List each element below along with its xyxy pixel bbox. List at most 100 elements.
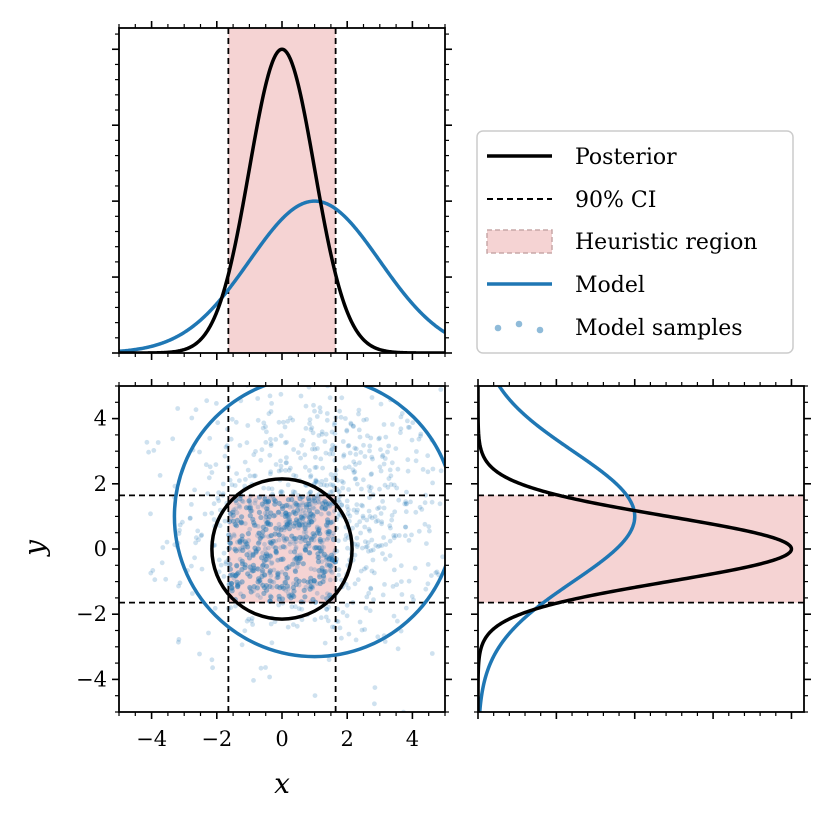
model-sample-point: [325, 529, 332, 535]
model-sample-point: [306, 514, 311, 520]
model-sample-point: [368, 435, 374, 441]
model-sample-point: [211, 787, 216, 792]
model-sample-point: [290, 417, 296, 423]
model-sample-point: [344, 498, 350, 504]
model-sample-point: [298, 506, 303, 512]
model-sample-point: [263, 551, 270, 557]
model-sample-point: [398, 628, 404, 634]
model-sample-point: [193, 540, 199, 546]
model-sample-point: [406, 578, 412, 584]
model-sample-point: [358, 450, 364, 455]
model-sample-point: [261, 590, 267, 597]
model-sample-point: [303, 426, 309, 431]
model-sample-point: [325, 618, 331, 624]
model-sample-point: [324, 606, 329, 612]
model-sample-point: [404, 501, 409, 507]
model-sample-point: [379, 519, 385, 525]
model-sample-point: [328, 568, 333, 574]
model-sample-point: [437, 501, 443, 507]
top-model-curve: [119, 199, 445, 353]
model-sample-point: [223, 561, 229, 567]
model-sample-point: [398, 414, 404, 420]
model-sample-point: [353, 476, 359, 481]
model-sample-point: [312, 545, 318, 551]
model-sample-point: [335, 619, 341, 624]
model-sample-point: [278, 433, 284, 439]
model-sample-point: [268, 540, 273, 546]
legend-model-label: Model: [575, 273, 645, 298]
model-sample-point: [211, 517, 217, 522]
model-sample-point: [323, 450, 329, 456]
model-sample-point: [332, 431, 338, 436]
model-sample-point: [353, 637, 359, 643]
model-sample-point: [276, 468, 282, 474]
model-sample-point: [291, 549, 298, 555]
model-sample-point: [313, 477, 319, 483]
model-sample-point: [345, 511, 351, 517]
model-sample-point: [265, 503, 270, 509]
model-sample-point: [263, 424, 268, 430]
model-sample-point: [440, 554, 445, 560]
model-sample-point: [278, 490, 283, 495]
model-sample-point: [340, 485, 346, 491]
model-sample-point: [379, 543, 385, 548]
model-sample-point: [306, 513, 312, 518]
model-sample-point: [317, 525, 322, 531]
model-sample-point: [283, 519, 289, 525]
model-sample-point: [276, 521, 282, 527]
model-sample-point: [373, 354, 378, 359]
model-sample-point: [429, 499, 435, 505]
model-sample-point: [240, 593, 246, 600]
model-sample-point: [296, 582, 302, 588]
model-sample-point: [267, 570, 273, 575]
model-sample-point: [177, 522, 183, 528]
model-sample-point: [347, 513, 353, 519]
model-sample-point: [310, 505, 316, 510]
model-sample-point: [365, 433, 370, 439]
model-sample-point: [279, 512, 285, 517]
model-sample-point: [354, 481, 360, 487]
model-sample-point: [344, 602, 350, 608]
model-sample-point: [409, 594, 415, 599]
model-sample-point: [310, 596, 316, 603]
model-sample-point: [239, 558, 245, 564]
model-sample-point: [346, 464, 352, 470]
model-sample-point: [189, 563, 194, 569]
model-sample-point: [322, 439, 328, 444]
model-sample-point: [206, 630, 211, 636]
model-sample-point: [306, 519, 312, 525]
model-sample-point: [330, 451, 336, 457]
model-sample-point: [340, 610, 346, 615]
model-sample-point: [380, 592, 386, 598]
model-sample-point: [330, 624, 335, 630]
model-sample-point: [271, 513, 277, 519]
model-sample-point: [405, 457, 411, 463]
model-sample-point: [329, 570, 335, 575]
model-sample-point: [412, 565, 418, 571]
model-sample-point: [246, 616, 252, 622]
model-sample-point: [269, 560, 275, 565]
model-sample-point: [214, 401, 219, 406]
model-sample-point: [281, 537, 287, 543]
model-sample-point: [321, 545, 327, 550]
model-sample-point: [239, 514, 245, 520]
model-sample-point: [276, 500, 282, 506]
model-sample-point: [327, 503, 333, 509]
model-sample-point: [429, 573, 434, 578]
model-sample-point: [285, 518, 291, 524]
model-sample-point: [330, 442, 335, 448]
model-sample-point: [263, 665, 268, 670]
model-sample-point: [254, 566, 260, 571]
model-sample-point: [326, 520, 331, 526]
model-sample-point: [329, 533, 335, 539]
model-sample-point: [176, 639, 181, 645]
model-sample-point: [343, 416, 348, 421]
model-sample-point: [323, 557, 329, 563]
model-sample-point: [245, 357, 250, 362]
model-sample-point: [327, 395, 333, 401]
model-sample-point: [266, 486, 271, 491]
model-sample-point: [222, 518, 228, 524]
model-sample-point: [307, 490, 313, 495]
model-sample-point: [285, 514, 291, 520]
model-sample-point: [307, 515, 313, 521]
